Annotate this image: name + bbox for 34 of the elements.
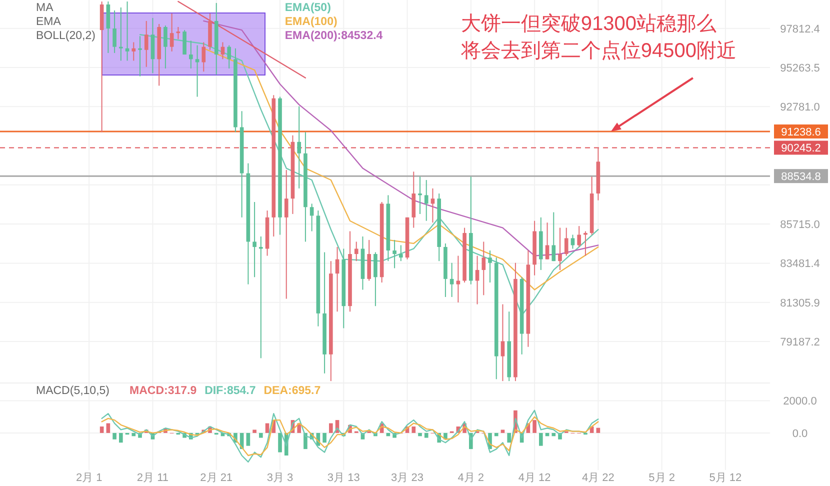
x-tick-label: 4月 2 [458,472,484,484]
text: EMA(50) [284,2,332,14]
annotation: MA [36,2,54,14]
x-tick-label: 5月 12 [709,472,742,484]
annotation: 大饼一但突破91300站稳那么将会去到第二个点位94500附近 [460,13,737,62]
x-tick-label: 2月 11 [136,472,169,484]
text: MACD:317.9 [130,385,197,397]
x-tick-label: 2月 21 [200,472,233,484]
annotation: BOLL(20,2) [36,30,96,42]
x-tick-label: 5月 2 [648,472,675,484]
ref-line-label: 90245.2 [781,142,821,155]
y-tick-label: 97812.4 [780,23,820,36]
y-tick-label: 79187.2 [780,336,820,348]
ref-line-label: 88534.8 [781,171,821,184]
y-tick-label: 0.0 [792,428,808,440]
y-tick-label: 81305.9 [780,297,820,310]
y-tick-label: 83481.4 [780,258,820,270]
text: DIF:854.7 [204,385,256,397]
y-tick-label: 85715.0 [780,219,820,232]
text: EMA(100) [284,16,338,28]
x-tick-label: 4月 22 [582,472,614,484]
x-tick-label: 3月 13 [327,472,360,484]
y-tick-label: 92781.0 [780,102,820,114]
x-tick-label: 3月 23 [391,472,424,484]
x-tick-label: 4月 12 [518,472,551,484]
ref-line-label: 91238.6 [781,126,821,138]
y-tick-label: 95263.5 [780,62,820,74]
y-tick-label: 2000.0 [783,396,817,408]
annotation: MACD(5,10,5) [36,385,110,397]
text: DEA:695.7 [264,385,321,397]
x-tick-label: 2月 1 [76,472,102,484]
annotation: EMA [36,16,62,28]
text: EMA(200):84532.4 [284,30,384,42]
x-tick-label: 3月 3 [266,472,294,484]
